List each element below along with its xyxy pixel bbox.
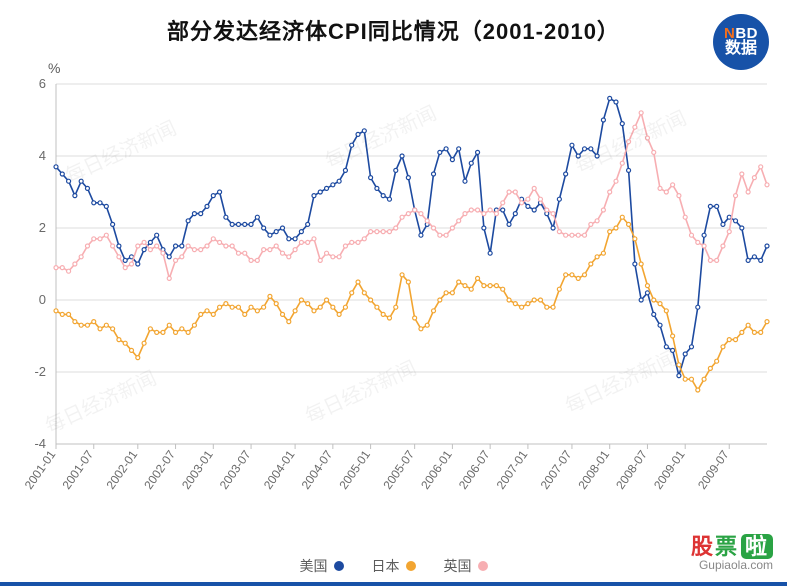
- chart-area: % 每日经济新闻 每日经济新闻 每日经济新闻 每日经济新闻 每日经济新闻 每日经…: [0, 56, 787, 526]
- svg-text:2002-01: 2002-01: [104, 447, 141, 491]
- y-axis-unit: %: [48, 60, 60, 76]
- svg-text:2003-01: 2003-01: [179, 447, 216, 491]
- chart-container: 部分发达经济体CPI同比情况（2001-2010） NBD 数据 % 每日经济新…: [0, 0, 787, 586]
- svg-text:2005-07: 2005-07: [380, 447, 417, 491]
- legend-item-uk: 英国: [444, 556, 488, 576]
- svg-text:2004-07: 2004-07: [299, 447, 336, 491]
- svg-text:-4: -4: [34, 436, 46, 451]
- svg-text:2008-01: 2008-01: [575, 447, 612, 491]
- legend-label: 美国: [300, 556, 328, 576]
- svg-text:2: 2: [39, 220, 46, 235]
- svg-text:2003-07: 2003-07: [217, 447, 254, 491]
- legend-dot-icon: [478, 561, 488, 571]
- footer-brand: 股票啦 Gupiaola.com: [691, 535, 773, 572]
- svg-text:2009-01: 2009-01: [651, 447, 688, 491]
- svg-text:2002-07: 2002-07: [141, 447, 178, 491]
- brand-name: 股票啦: [691, 535, 773, 559]
- svg-text:2006-07: 2006-07: [456, 447, 493, 491]
- header: 部分发达经济体CPI同比情况（2001-2010） NBD 数据: [0, 0, 787, 56]
- chart-title: 部分发达经济体CPI同比情况（2001-2010）: [0, 14, 787, 46]
- svg-text:2009-07: 2009-07: [695, 447, 732, 491]
- legend-dot-icon: [334, 561, 344, 571]
- svg-text:-2: -2: [34, 364, 46, 379]
- legend-item-jp: 日本: [372, 556, 416, 576]
- legend-dot-icon: [406, 561, 416, 571]
- svg-text:2001-07: 2001-07: [59, 447, 96, 491]
- svg-text:0: 0: [39, 292, 46, 307]
- legend: 美国 日本 英国: [0, 556, 787, 576]
- svg-text:4: 4: [39, 148, 46, 163]
- svg-text:2008-07: 2008-07: [613, 447, 650, 491]
- legend-label: 日本: [372, 556, 400, 576]
- brand-url: Gupiaola.com: [691, 559, 773, 572]
- svg-text:2007-07: 2007-07: [538, 447, 575, 491]
- svg-text:6: 6: [39, 76, 46, 91]
- svg-text:2007-01: 2007-01: [494, 447, 531, 491]
- legend-item-us: 美国: [300, 556, 344, 576]
- svg-text:2006-01: 2006-01: [418, 447, 455, 491]
- line-chart: -4-202462001-012001-072002-012002-072003…: [0, 56, 787, 526]
- legend-label: 英国: [444, 556, 472, 576]
- svg-text:2004-01: 2004-01: [261, 447, 298, 491]
- svg-text:2001-01: 2001-01: [22, 447, 59, 491]
- svg-text:2005-01: 2005-01: [336, 447, 373, 491]
